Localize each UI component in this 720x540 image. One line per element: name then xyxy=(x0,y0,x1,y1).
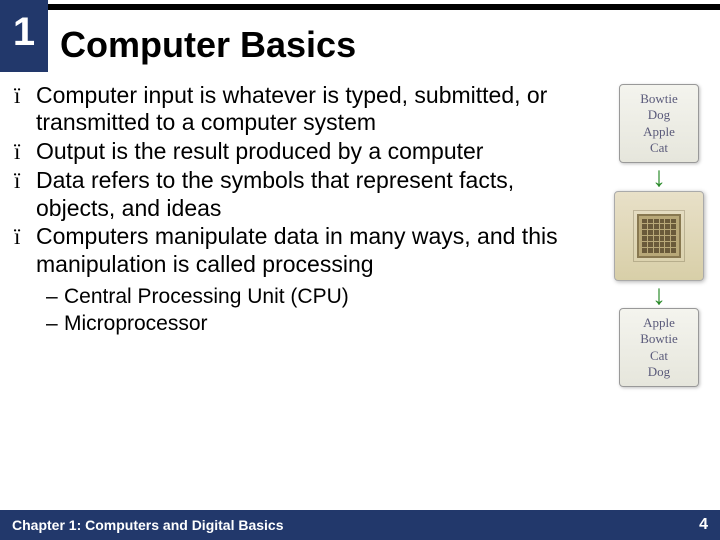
bullet-content: ïComputer input is whatever is typed, su… xyxy=(14,82,606,387)
footer-bar: Chapter 1: Computers and Digital Basics … xyxy=(0,510,720,540)
output-card: Apple Bowtie Cat Dog xyxy=(619,308,699,387)
arrow-icon: ï xyxy=(14,139,36,165)
sub-bullet-item: –Microprocessor xyxy=(46,310,598,337)
output-card-line: Cat xyxy=(624,348,694,364)
input-card: Bowtie Dog Apple Cat xyxy=(619,84,699,163)
input-card-line: Dog xyxy=(624,107,694,123)
title-bar: 1 Computer Basics xyxy=(0,0,720,72)
bullet-text: Data refers to the symbols that represen… xyxy=(36,167,514,220)
bullet-text: Computer input is whatever is typed, sub… xyxy=(36,82,547,135)
sub-bullet-text: Central Processing Unit (CPU) xyxy=(64,285,349,308)
arrow-down-icon: ↓ xyxy=(652,285,666,305)
title-rule xyxy=(48,4,720,10)
input-card-line: Bowtie xyxy=(624,91,694,107)
input-card-line: Cat xyxy=(624,140,694,156)
bullet-text: Computers manipulate data in many ways, … xyxy=(36,223,558,276)
sub-bullet-text: Microprocessor xyxy=(64,312,208,335)
footer-chapter-label: Chapter 1: Computers and Digital Basics xyxy=(12,517,284,533)
bullet-item: ïComputer input is whatever is typed, su… xyxy=(14,82,598,136)
output-card-line: Apple xyxy=(624,315,694,331)
sub-bullet-list: –Central Processing Unit (CPU) –Micropro… xyxy=(46,283,598,338)
chapter-number: 1 xyxy=(0,0,48,72)
dash-icon: – xyxy=(46,283,64,310)
chip-core xyxy=(637,214,681,258)
bullet-text: Output is the result produced by a compu… xyxy=(36,138,483,164)
diagram-sidebar: Bowtie Dog Apple Cat ↓ ↓ Apple Bowtie Ca… xyxy=(606,82,712,387)
main-content-area: ïComputer input is whatever is typed, su… xyxy=(0,72,720,387)
dash-icon: – xyxy=(46,310,64,337)
arrow-icon: ï xyxy=(14,83,36,109)
processor-chip-icon xyxy=(614,191,704,281)
arrow-icon: ï xyxy=(14,224,36,250)
page-number: 4 xyxy=(699,516,708,534)
slide-title: Computer Basics xyxy=(48,24,720,72)
input-card-line: Apple xyxy=(624,124,694,140)
output-card-line: Bowtie xyxy=(624,331,694,347)
arrow-icon: ï xyxy=(14,168,36,194)
bullet-item: ïData refers to the symbols that represe… xyxy=(14,167,598,221)
bullet-item: ïOutput is the result produced by a comp… xyxy=(14,138,598,165)
bullet-item: ïComputers manipulate data in many ways,… xyxy=(14,223,598,277)
arrow-down-icon: ↓ xyxy=(652,167,666,187)
bullet-list: ïComputer input is whatever is typed, su… xyxy=(14,82,598,277)
sub-bullet-item: –Central Processing Unit (CPU) xyxy=(46,283,598,310)
output-card-line: Dog xyxy=(624,364,694,380)
